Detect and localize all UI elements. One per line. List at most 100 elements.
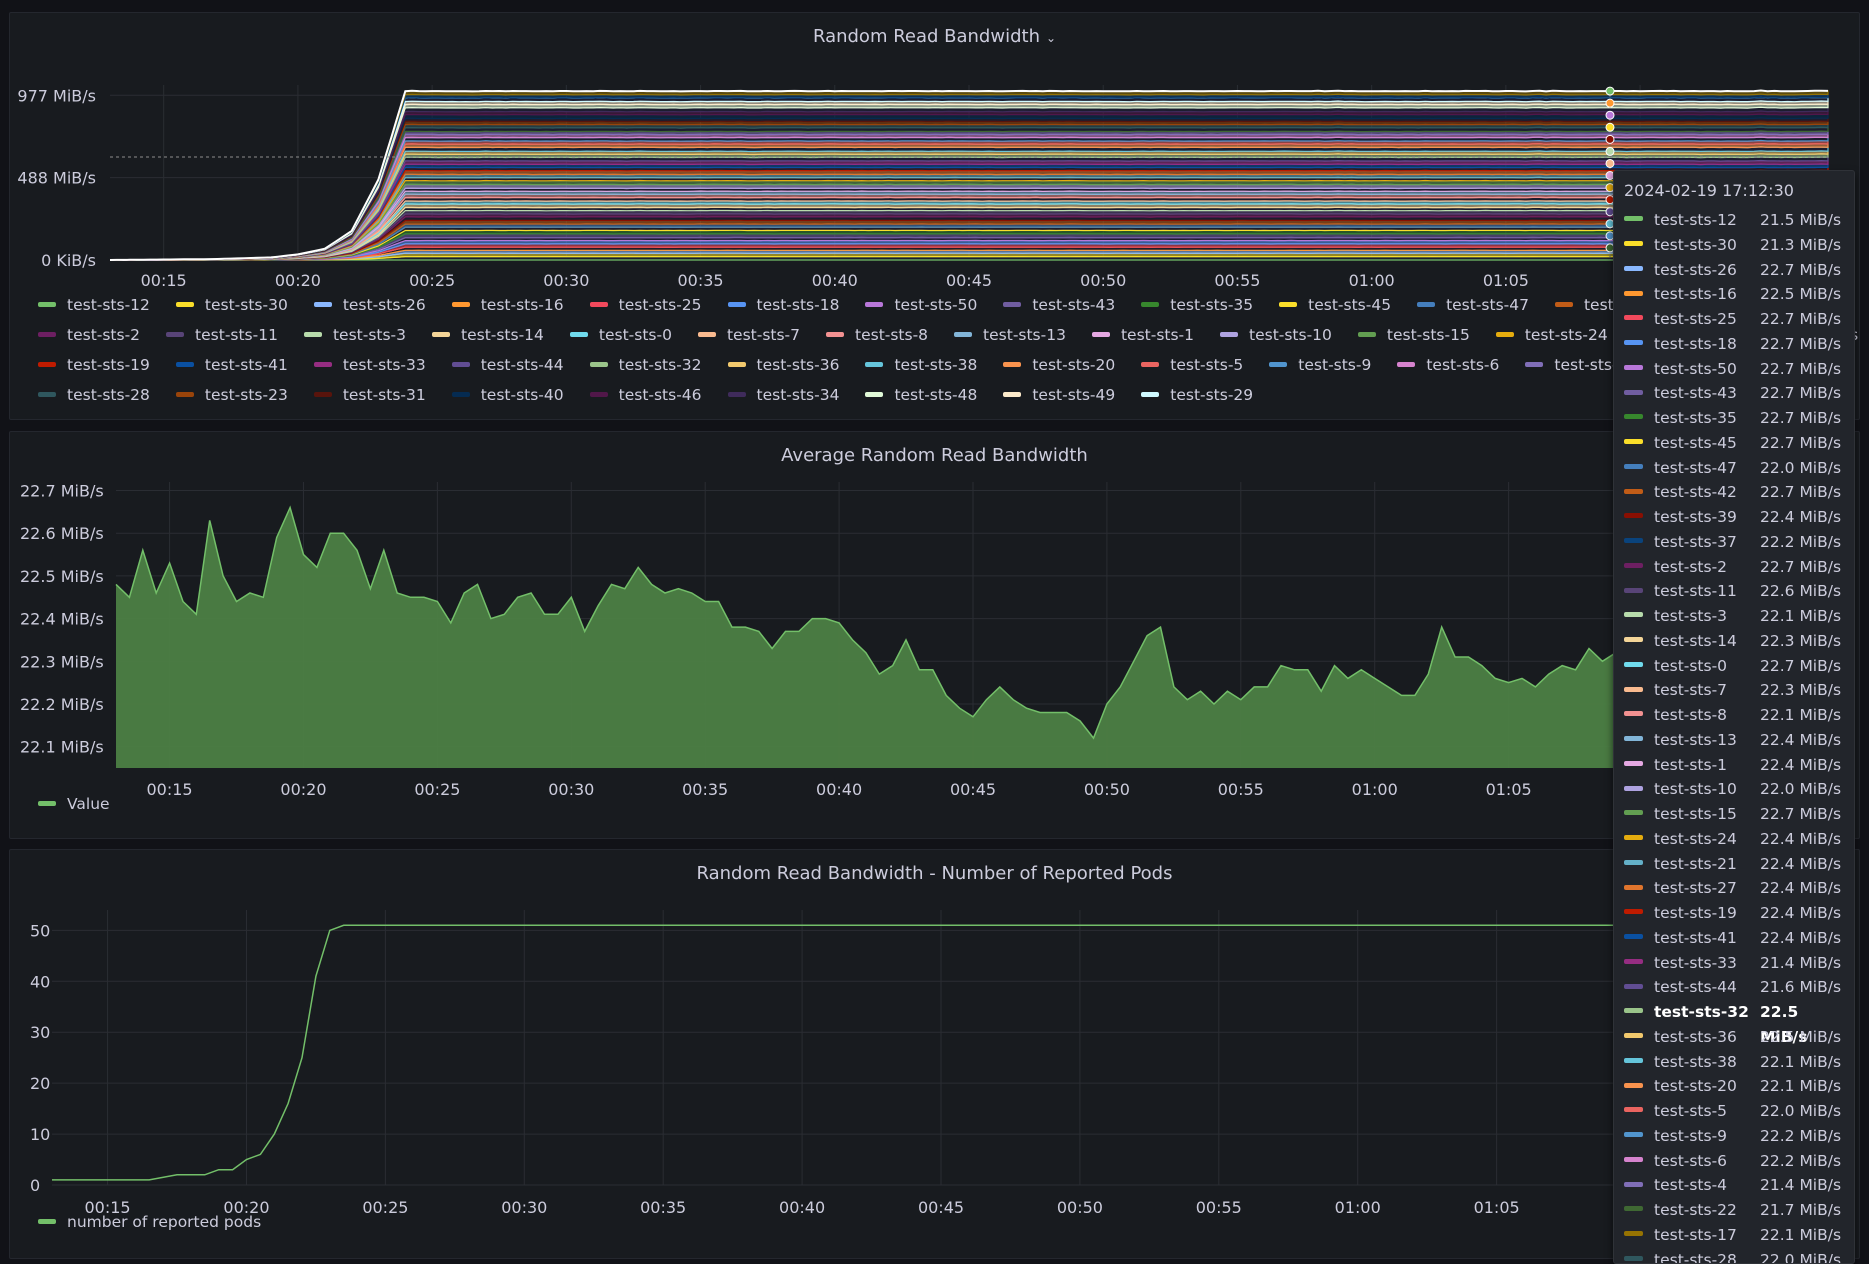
tooltip-series-value: 22.7 MiB/s <box>1760 381 1841 406</box>
legend-label: test-sts-25 <box>619 296 702 314</box>
tooltip-series-value: 22.1 MiB/s <box>1760 1223 1841 1248</box>
legend-item[interactable]: test-sts-43 <box>1003 290 1115 320</box>
legend-item[interactable]: test-sts-46 <box>590 380 702 410</box>
legend-label: test-sts-44 <box>481 356 564 374</box>
x-tick-label: 00:25 <box>409 271 455 290</box>
legend-item[interactable]: Value <box>38 789 110 819</box>
legend-item[interactable]: test-sts-45 <box>1279 290 1391 320</box>
legend-item[interactable]: test-sts-44 <box>452 350 564 380</box>
legend-item[interactable]: test-sts-23 <box>176 380 288 410</box>
legend-item[interactable]: test-sts-41 <box>176 350 288 380</box>
legend-item[interactable]: test-sts-36 <box>728 350 840 380</box>
legend-label: test-sts-31 <box>343 386 426 404</box>
legend-item[interactable]: test-sts-5 <box>1141 350 1243 380</box>
legend-label: test-sts-46 <box>619 386 702 404</box>
legend-item[interactable]: test-sts-32 <box>590 350 702 380</box>
legend-swatch <box>1220 332 1238 337</box>
tooltip-swatch <box>1624 439 1643 444</box>
legend-item[interactable]: test-sts-13 <box>954 320 1066 350</box>
tooltip-series-name: test-sts-20 <box>1654 1074 1759 1099</box>
tooltip-series-value: 22.4 MiB/s <box>1760 505 1841 530</box>
legend-item[interactable]: test-sts-3 <box>304 320 406 350</box>
legend-item[interactable]: test-sts-1 <box>1092 320 1194 350</box>
legend-item[interactable]: test-sts-8 <box>826 320 928 350</box>
tooltip-swatch <box>1624 984 1643 989</box>
legend-item[interactable]: test-sts-18 <box>728 290 840 320</box>
legend-item[interactable]: test-sts-31 <box>314 380 426 410</box>
tooltip-series-value: 22.7 MiB/s <box>1760 654 1841 679</box>
tooltip-timestamp: 2024-02-19 17:12:30 <box>1624 181 1794 200</box>
legend-item[interactable]: number of reported pods <box>38 1207 261 1237</box>
legend-label: test-sts-2 <box>67 326 140 344</box>
legend-item[interactable]: test-sts-0 <box>570 320 672 350</box>
legend-row: test-sts-12 test-sts-30 test-sts-26 test-st… <box>38 290 1859 320</box>
tooltip-series-value: 21.3 MiB/s <box>1760 233 1841 258</box>
legend-item[interactable]: test-sts-24 <box>1496 320 1608 350</box>
tooltip-series-name: test-sts-35 <box>1654 406 1759 431</box>
tooltip-swatch <box>1624 786 1643 791</box>
legend-label: test-sts-32 <box>619 356 702 374</box>
y-tick-label: 0 KiB/s <box>41 251 96 270</box>
pods-legend: number of reported pods <box>38 1207 1859 1237</box>
legend-label: test-sts-41 <box>205 356 288 374</box>
legend-swatch <box>1141 362 1159 367</box>
legend-item[interactable]: test-sts-6 <box>1397 350 1499 380</box>
legend-item[interactable]: test-sts-49 <box>1003 380 1115 410</box>
legend-item[interactable]: test-sts-2 <box>38 320 140 350</box>
legend-swatch <box>38 302 56 307</box>
legend-item[interactable]: test-sts-40 <box>452 380 564 410</box>
legend-swatch <box>1525 362 1543 367</box>
legend-item[interactable]: test-sts-48 <box>865 380 977 410</box>
legend-item[interactable]: test-sts-25 <box>590 290 702 320</box>
tooltip-series-value: 22.4 MiB/s <box>1760 827 1841 852</box>
legend-item[interactable]: test-sts-14 <box>432 320 544 350</box>
tooltip-series-name: test-sts-41 <box>1654 926 1759 951</box>
legend-item[interactable]: test-sts-29 <box>1141 380 1253 410</box>
legend-item[interactable]: test-sts-10 <box>1220 320 1332 350</box>
legend-label: test-sts-49 <box>1032 386 1115 404</box>
legend-item[interactable]: test-sts-30 <box>176 290 288 320</box>
tooltip-series-value: 22.1 MiB/s <box>1760 1050 1841 1075</box>
legend-swatch <box>728 392 746 397</box>
legend-item[interactable]: test-sts-12 <box>38 290 150 320</box>
legend-item[interactable]: test-sts-33 <box>314 350 426 380</box>
legend-item[interactable]: test-sts-9 <box>1269 350 1371 380</box>
tooltip-series-name: test-sts-11 <box>1654 579 1759 604</box>
legend-item[interactable]: test-sts-38 <box>865 350 977 380</box>
legend-item[interactable]: test-sts-11 <box>166 320 278 350</box>
legend-item[interactable]: test-sts-26 <box>314 290 426 320</box>
x-tick-label: 00:55 <box>1214 271 1260 290</box>
tooltip-series-name: test-sts-44 <box>1654 975 1759 1000</box>
tooltip-swatch <box>1624 860 1643 865</box>
tooltip-series-name: test-sts-9 <box>1654 1124 1759 1149</box>
legend-item[interactable]: test-sts-28 <box>38 380 150 410</box>
legend-item[interactable]: test-sts-47 <box>1417 290 1529 320</box>
legend-item[interactable]: test-sts-34 <box>728 380 840 410</box>
tooltip-swatch <box>1624 810 1643 815</box>
tooltip-series-value: 22.7 MiB/s <box>1760 307 1841 332</box>
tooltip-swatch <box>1624 464 1643 469</box>
tooltip-series-name: test-sts-33 <box>1654 951 1759 976</box>
tooltip-series-value: 22.4 MiB/s <box>1760 753 1841 778</box>
legend-swatch <box>590 362 608 367</box>
legend-item[interactable]: test-sts-16 <box>452 290 564 320</box>
legend-item[interactable]: test-sts-7 <box>698 320 800 350</box>
legend-label: test-sts-40 <box>481 386 564 404</box>
legend-item[interactable]: test-sts-19 <box>38 350 150 380</box>
legend-item[interactable]: test-sts-20 <box>1003 350 1115 380</box>
legend-item[interactable]: test-sts-15 <box>1358 320 1470 350</box>
legend-item[interactable]: test-sts-50 <box>865 290 977 320</box>
legend-item[interactable]: test-sts-35 <box>1141 290 1253 320</box>
